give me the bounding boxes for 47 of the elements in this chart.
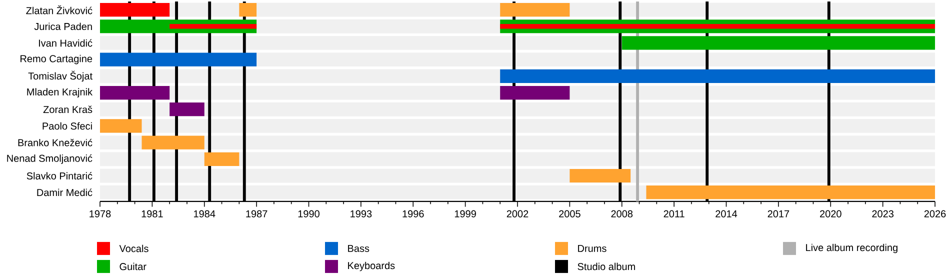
legend-label: Guitar xyxy=(120,262,146,270)
bar xyxy=(170,102,204,116)
legend-label: Keyboards xyxy=(348,262,395,271)
y-tick-label: Jurica Paden xyxy=(34,22,92,30)
bar xyxy=(204,152,240,166)
y-tick-label: Ivan Havidić xyxy=(38,39,92,46)
x-tick-label: 2014 xyxy=(716,210,738,218)
legend-label: Drums xyxy=(578,244,606,252)
x-tick-label: 1987 xyxy=(246,210,268,218)
y-tick-label: Remo Cartagine xyxy=(20,54,92,64)
bar xyxy=(142,136,204,150)
y-tick-label: Zoran Kraš xyxy=(43,105,92,113)
x-tick-label: 2023 xyxy=(872,210,894,218)
legend-label: Live album recording xyxy=(806,244,898,253)
x-tick-label: 1978 xyxy=(90,210,111,218)
legend-label: Vocals xyxy=(119,244,148,252)
y-tick-label: Nenad Smoljanović xyxy=(7,154,92,164)
x-tick-label: 2017 xyxy=(768,210,790,218)
x-tick-label: 1999 xyxy=(454,210,476,218)
bar xyxy=(500,86,570,100)
y-tick-label: Branko Knežević xyxy=(18,138,92,146)
x-tick-label: 2026 xyxy=(924,210,946,218)
x-tick-label: 2011 xyxy=(664,210,684,218)
x-tick-label: 1981 xyxy=(142,210,163,218)
bar xyxy=(500,24,936,28)
x-tick-label: 2005 xyxy=(559,210,580,218)
bar xyxy=(100,86,170,100)
bar xyxy=(100,52,257,66)
bar xyxy=(570,168,631,182)
x-tick-label: 1993 xyxy=(350,210,372,218)
legend-label: Bass xyxy=(348,244,370,252)
bar xyxy=(100,118,142,133)
legend-label: Studio album xyxy=(578,262,635,270)
bar xyxy=(239,2,257,16)
y-tick-label: Damir Medić xyxy=(37,188,92,196)
y-tick-label: Slavko Pintarić xyxy=(26,172,92,180)
y-tick-label: Zlatan Živković xyxy=(26,5,92,14)
y-tick-label: Paolo Sfeci xyxy=(42,122,92,130)
x-tick-label: 1996 xyxy=(402,210,424,218)
x-tick-label: 2020 xyxy=(820,210,842,218)
x-tick-label: 1990 xyxy=(298,210,320,218)
x-tick-label: 2002 xyxy=(506,210,528,218)
bar xyxy=(500,2,570,16)
y-tick-label: Tomislav Šojat xyxy=(28,70,92,82)
x-tick-label: 1984 xyxy=(194,210,216,218)
y-tick-label: Mladen Krajnik xyxy=(27,88,93,98)
x-tick-label: 2008 xyxy=(611,210,633,218)
